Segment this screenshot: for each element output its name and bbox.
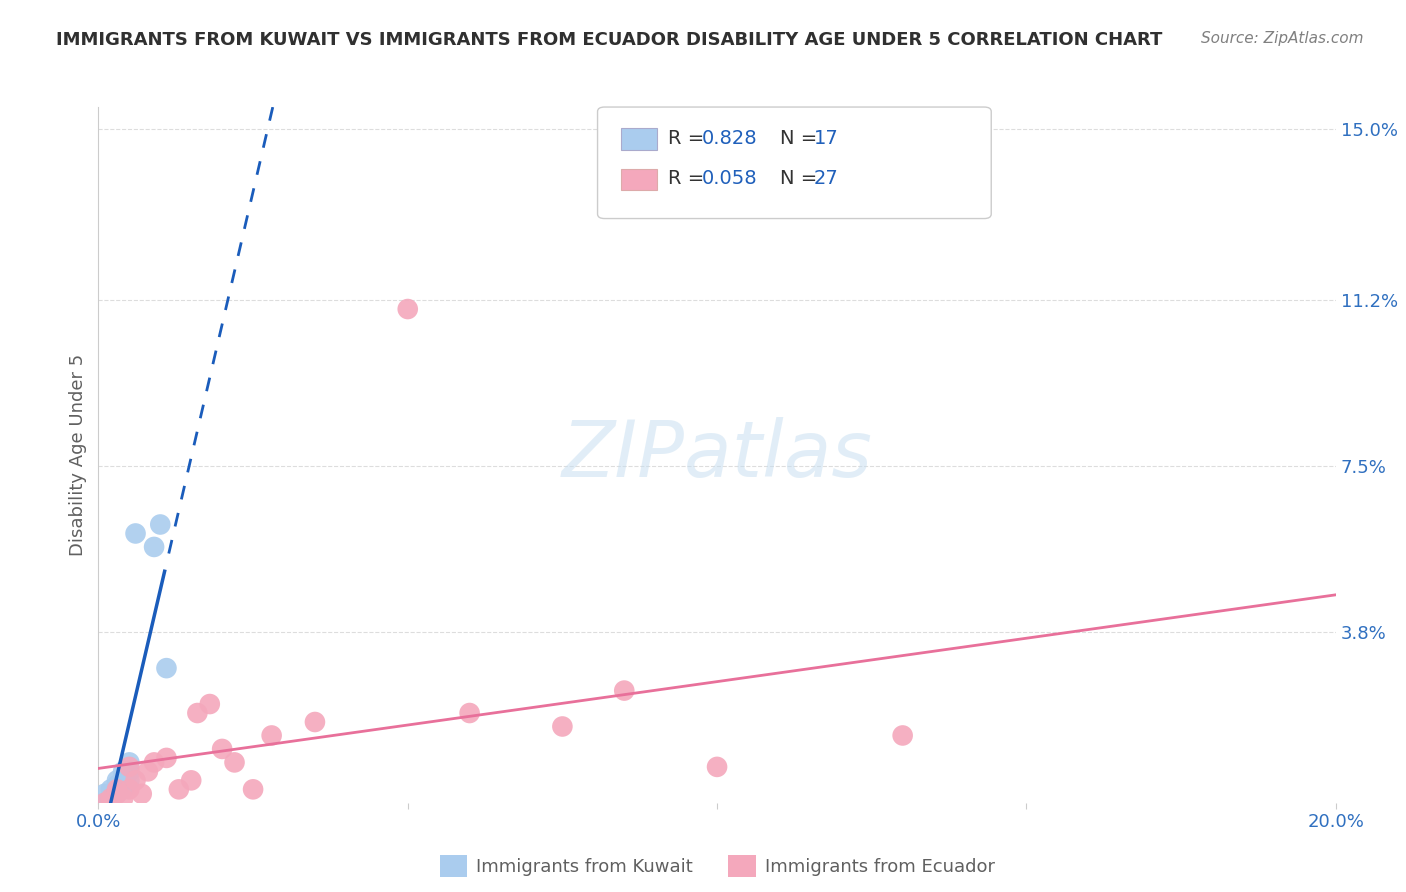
Point <box>93 787 115 801</box>
Point <box>458 706 481 720</box>
Point <box>131 787 153 801</box>
Text: ZIPatlas: ZIPatlas <box>561 417 873 493</box>
Point <box>260 729 283 743</box>
Point <box>136 764 159 779</box>
Point <box>180 773 202 788</box>
Point <box>124 773 146 788</box>
Text: 0.828: 0.828 <box>702 128 758 148</box>
Point <box>118 756 141 770</box>
Y-axis label: Disability Age Under 5: Disability Age Under 5 <box>69 354 87 556</box>
Point <box>118 760 141 774</box>
Point <box>100 791 122 805</box>
Point <box>706 760 728 774</box>
Point <box>143 756 166 770</box>
Point <box>105 782 128 797</box>
Point <box>112 764 135 779</box>
Point <box>167 782 190 797</box>
Text: N =: N = <box>780 169 824 188</box>
Text: R =: R = <box>668 128 710 148</box>
Point <box>112 773 135 788</box>
Point <box>155 751 177 765</box>
Point <box>613 683 636 698</box>
Text: 0.058: 0.058 <box>702 169 758 188</box>
Text: 27: 27 <box>814 169 839 188</box>
Point <box>149 517 172 532</box>
Point <box>304 714 326 729</box>
Point <box>93 796 115 810</box>
Point <box>100 791 122 805</box>
Text: 17: 17 <box>814 128 839 148</box>
Text: N =: N = <box>780 128 824 148</box>
Point <box>112 791 135 805</box>
Point <box>211 742 233 756</box>
Point <box>100 782 122 797</box>
Point <box>186 706 208 720</box>
Point <box>118 773 141 788</box>
Text: IMMIGRANTS FROM KUWAIT VS IMMIGRANTS FROM ECUADOR DISABILITY AGE UNDER 5 CORRELA: IMMIGRANTS FROM KUWAIT VS IMMIGRANTS FRO… <box>56 31 1163 49</box>
Point <box>105 778 128 792</box>
Point <box>198 697 221 711</box>
Point <box>396 301 419 316</box>
Point <box>105 773 128 788</box>
Legend: Immigrants from Kuwait, Immigrants from Ecuador: Immigrants from Kuwait, Immigrants from … <box>432 847 1002 884</box>
Point <box>143 540 166 554</box>
Point <box>224 756 246 770</box>
Point <box>112 782 135 797</box>
Point <box>105 787 128 801</box>
Point <box>118 782 141 797</box>
Text: Source: ZipAtlas.com: Source: ZipAtlas.com <box>1201 31 1364 46</box>
Point <box>891 729 914 743</box>
Point <box>93 796 115 810</box>
Point <box>242 782 264 797</box>
Text: R =: R = <box>668 169 710 188</box>
Point <box>155 661 177 675</box>
Point <box>551 719 574 733</box>
Point <box>118 764 141 779</box>
Point <box>124 526 146 541</box>
Point <box>105 787 128 801</box>
